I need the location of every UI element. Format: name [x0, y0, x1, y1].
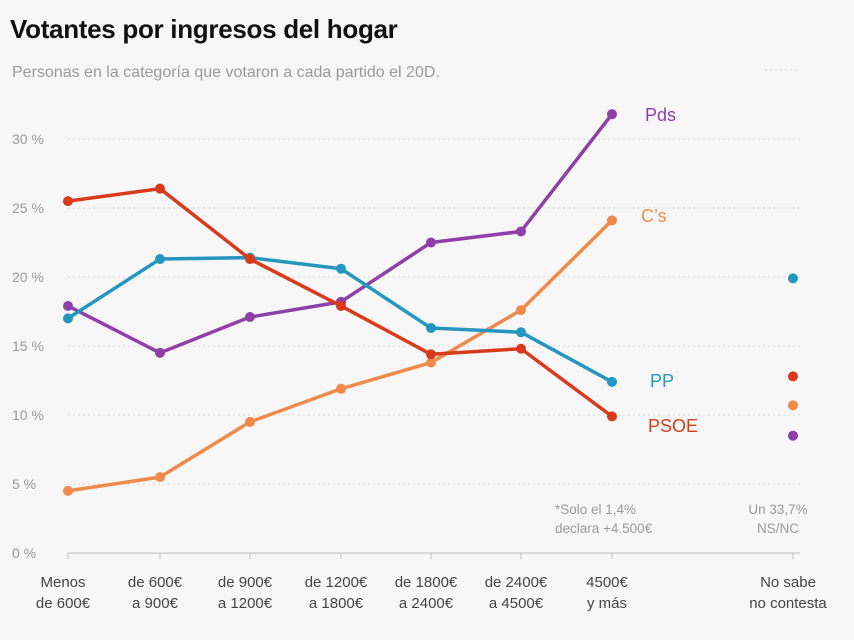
data-point-psoe — [336, 300, 346, 311]
no-sabe-point-cs — [788, 400, 798, 411]
chart-subtitle: Personas en la categoría que votaron a c… — [12, 64, 440, 81]
data-point-pds — [155, 347, 165, 358]
data-point-cs — [607, 215, 617, 226]
series-lines — [63, 109, 617, 496]
data-point-pp — [155, 254, 165, 265]
y-tick-label: 15 % — [12, 338, 44, 354]
x-tick-label: No sabe no contesta — [749, 574, 827, 612]
no-sabe-point-pp — [788, 273, 798, 284]
no-sabe-points — [788, 273, 798, 441]
data-point-pp — [607, 376, 617, 387]
x-tick-label: de 1800€ a 2400€ — [395, 574, 458, 612]
annotations: *Solo el 1,4% declara +4.500€ Un 33,7% NS/N… — [555, 502, 808, 536]
data-point-psoe — [155, 183, 165, 194]
y-tick-label: 30 % — [12, 131, 44, 147]
y-tick-label: 10 % — [12, 407, 44, 423]
data-point-pp — [63, 313, 73, 324]
data-point-pds — [63, 300, 73, 311]
y-axis-ticks: 0 % 5 % 10 % 15 % 20 % 25 % 30 % — [12, 131, 44, 561]
data-point-psoe — [516, 343, 526, 354]
annotation-note: Un 33,7% NS/NC — [748, 502, 807, 536]
data-point-cs — [155, 472, 165, 483]
series-label-pds: Pds — [645, 105, 676, 125]
data-point-pp — [516, 327, 526, 338]
data-point-cs — [63, 485, 73, 496]
gridlines — [68, 138, 800, 554]
series-label-pp: PP — [650, 371, 674, 391]
x-tick-label: 4500€ y más — [586, 574, 628, 612]
x-tick-label: de 600€ a 900€ — [128, 574, 183, 612]
data-point-cs — [336, 383, 346, 394]
data-point-pds — [245, 312, 255, 323]
data-point-cs — [426, 357, 436, 368]
x-tick-label: de 2400€ a 4500€ — [485, 574, 548, 612]
annotation-note: *Solo el 1,4% declara +4.500€ — [555, 502, 653, 536]
series-labels: C’s Pds PP PSOE — [641, 105, 698, 436]
x-tick-label: de 900€ a 1200€ — [218, 574, 273, 612]
no-sabe-point-psoe — [788, 371, 798, 382]
chart-title: Votantes por ingresos del hogar — [10, 14, 398, 44]
series-label-psoe: PSOE — [648, 416, 698, 436]
x-tick-label: Menos de 600€ — [36, 574, 91, 612]
data-point-psoe — [245, 254, 255, 265]
x-tick-label: de 1200€ a 1800€ — [305, 574, 368, 612]
data-point-pds — [607, 109, 617, 120]
x-axis-ticks: Menos de 600€ de 600€ a 900€ de 900€ a 1200€ d… — [36, 553, 827, 612]
series-label-cs: C’s — [641, 206, 667, 226]
data-point-pp — [426, 323, 436, 334]
data-point-pp — [336, 263, 346, 274]
data-point-psoe — [63, 196, 73, 207]
y-tick-label: 20 % — [12, 269, 44, 285]
no-sabe-point-pds — [788, 430, 798, 441]
series-line-pds — [66, 112, 614, 355]
data-point-cs — [516, 305, 526, 316]
series-line-pp — [66, 255, 614, 384]
y-tick-label: 5 % — [12, 476, 36, 492]
y-tick-label: 0 % — [12, 545, 36, 561]
y-tick-label: 25 % — [12, 200, 44, 216]
data-point-pds — [516, 226, 526, 237]
data-point-cs — [245, 416, 255, 427]
data-point-psoe — [426, 349, 436, 360]
data-point-pds — [426, 237, 436, 248]
data-point-psoe — [607, 411, 617, 422]
